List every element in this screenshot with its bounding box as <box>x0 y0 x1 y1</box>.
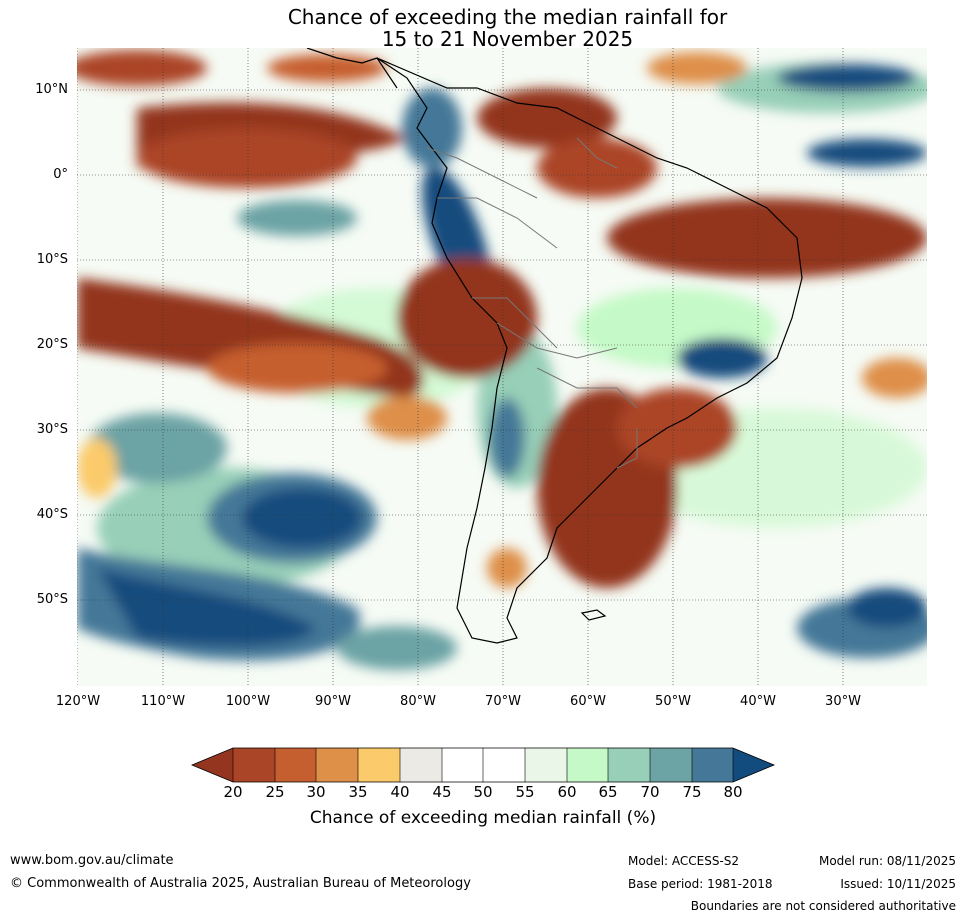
copyright-notice: © Commonwealth of Australia 2025, Austra… <box>10 876 471 891</box>
colorbar-tick-50: 50 <box>473 783 493 801</box>
issued-date: Issued: 10/11/2025 <box>840 877 956 891</box>
lon-label-40w: 40°W <box>740 694 776 709</box>
falkland-islands <box>580 609 607 621</box>
colorbar-tick-25: 25 <box>265 783 285 801</box>
model-run-date: Model run: 08/11/2025 <box>818 854 956 868</box>
lon-label-30w: 30°W <box>825 694 861 709</box>
lon-label-100w: 100°W <box>225 694 271 709</box>
colorbar-segment-12 <box>692 748 733 782</box>
colorbar-segment-13 <box>733 748 774 782</box>
colorbar-segment-7 <box>483 748 525 782</box>
lon-label-80w: 80°W <box>400 694 436 709</box>
colorbar-segment-6 <box>442 748 483 782</box>
lon-label-90w: 90°W <box>315 694 351 709</box>
colorbar-segment-0 <box>192 748 233 782</box>
lon-label-70w: 70°W <box>485 694 521 709</box>
lat-label-30s: 30°S <box>36 422 68 437</box>
rainfall-probability-field <box>77 50 927 670</box>
colorbar-tick-30: 30 <box>306 783 326 801</box>
lat-label-40s: 40°S <box>36 507 68 522</box>
lon-label-50w: 50°W <box>655 694 691 709</box>
boundaries-disclaimer: Boundaries are not considered authoritat… <box>690 899 956 913</box>
colorbar-tick-55: 55 <box>515 783 535 801</box>
lat-label-50s: 50°S <box>36 592 68 607</box>
lat-label-10n: 10°N <box>35 82 68 97</box>
colorbar-tick-20: 20 <box>223 783 243 801</box>
lat-label-0: 0° <box>53 167 68 182</box>
colorbar-tick-80: 80 <box>723 783 743 801</box>
colorbar-tick-35: 35 <box>348 783 368 801</box>
colorbar-segment-2 <box>275 748 316 782</box>
graticule <box>77 48 927 686</box>
lon-label-60w: 60°W <box>570 694 606 709</box>
colorbar-label: Chance of exceeding median rainfall (%) <box>309 808 657 828</box>
colorbar-tick-60: 60 <box>557 783 577 801</box>
colorbar-tick-45: 45 <box>432 783 452 801</box>
lat-label-10s: 10°S <box>36 252 68 267</box>
colorbar-tick-40: 40 <box>390 783 410 801</box>
colorbar-segment-3 <box>316 748 358 782</box>
colorbar-segment-1 <box>233 748 275 782</box>
lon-label-120w: 120°W <box>55 694 101 709</box>
lat-label-20s: 20°S <box>36 337 68 352</box>
colorbar-segment-5 <box>400 748 442 782</box>
map-title-line2: 15 to 21 November 2025 <box>381 27 634 51</box>
colorbar-segment-11 <box>650 748 692 782</box>
colorbar-segment-8 <box>525 748 567 782</box>
map-title-line1: Chance of exceeding the median rainfall … <box>287 5 728 29</box>
coastline <box>376 57 803 644</box>
rainfall-map <box>77 48 927 686</box>
colorbar <box>190 747 776 783</box>
lon-label-110w: 110°W <box>140 694 186 709</box>
central-america-coastline <box>306 48 398 89</box>
colorbar-tick-75: 75 <box>682 783 702 801</box>
model-name: Model: ACCESS-S2 <box>628 854 740 868</box>
base-period: Base period: 1981-2018 <box>628 877 773 891</box>
colorbar-segment-9 <box>567 748 608 782</box>
country-borders <box>426 137 638 469</box>
colorbar-tick-65: 65 <box>598 783 618 801</box>
colorbar-segment-10 <box>608 748 650 782</box>
colorbar-tick-70: 70 <box>640 783 660 801</box>
website-link[interactable]: www.bom.gov.au/climate <box>10 853 174 868</box>
colorbar-segment-4 <box>358 748 400 782</box>
